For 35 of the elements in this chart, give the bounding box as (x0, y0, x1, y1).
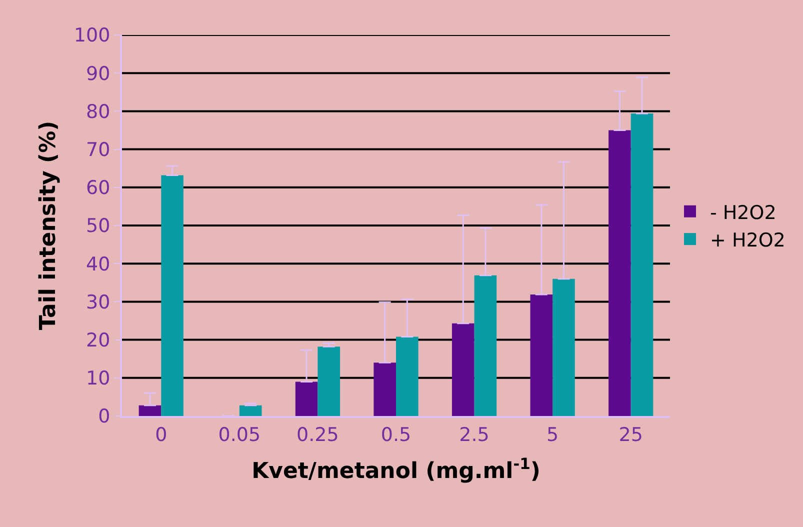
bar (396, 336, 418, 416)
y-tick-label: 0 (98, 406, 110, 428)
bar (608, 130, 631, 416)
x-tick-label: 0.05 (218, 424, 261, 446)
y-tick-label: 80 (86, 100, 110, 123)
bar (318, 346, 340, 416)
bar (138, 405, 162, 416)
legend-label: - H2O2 (710, 202, 776, 224)
x-tick-label: 0.5 (380, 424, 412, 446)
x-tick-label: 5 (546, 424, 559, 446)
y-tick-label: 40 (86, 253, 110, 276)
y-tick-label: 30 (86, 291, 110, 314)
y-tick-label: 60 (86, 177, 110, 200)
y-tick-label: 50 (86, 215, 110, 238)
bar (552, 278, 575, 416)
y-tick-label: 90 (86, 62, 110, 85)
y-tick-label: 70 (86, 138, 110, 161)
y-axis-title: Tail intensity (%) (36, 120, 62, 330)
bar (474, 275, 497, 416)
bar (452, 323, 474, 416)
bar (374, 362, 396, 416)
bar (239, 405, 262, 416)
bar (530, 294, 553, 416)
y-tick-label: 10 (86, 368, 110, 390)
y-tick-label: 20 (86, 329, 110, 352)
x-tick-label: 25 (618, 424, 643, 446)
y-tick-label: 100 (74, 24, 110, 47)
x-axis-title: Kvet/metanol (mg.ml$^{-1}$) (252, 454, 540, 484)
bar (295, 382, 318, 416)
bar (630, 113, 654, 416)
bar (161, 175, 184, 416)
x-tick-label: 0.25 (296, 424, 339, 446)
x-tick-label: 0 (155, 424, 168, 446)
legend-label: + H2O2 (710, 229, 786, 252)
x-tick-label: 2.5 (459, 424, 490, 446)
